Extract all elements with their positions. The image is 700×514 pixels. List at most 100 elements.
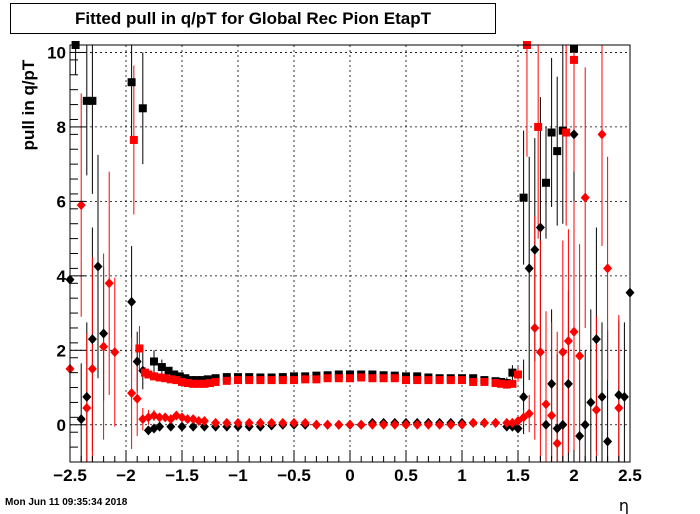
- data-point-square: [127, 78, 136, 87]
- data-point-square: [497, 379, 506, 388]
- data-point-diamond: [155, 412, 165, 423]
- data-point-diamond: [580, 419, 590, 430]
- data-point-square: [312, 375, 321, 384]
- data-point-diamond: [267, 417, 277, 428]
- data-point-square: [519, 193, 528, 202]
- data-point-square: [222, 376, 231, 385]
- x-tick-label: 0: [345, 466, 354, 485]
- data-point-diamond: [255, 417, 265, 428]
- data-point-square: [435, 376, 444, 385]
- y-tick-labels: 0 2 4 6 8 10: [47, 43, 66, 434]
- data-point-diamond: [222, 417, 232, 428]
- data-point-diamond: [603, 436, 613, 447]
- data-point-square: [88, 96, 97, 105]
- y-tick-label: 8: [57, 118, 66, 137]
- data-point-square: [129, 135, 138, 144]
- data-point-diamond: [289, 417, 299, 428]
- data-point-square: [157, 363, 166, 372]
- x-tick-label: −1: [228, 466, 247, 485]
- data-point-diamond: [547, 378, 557, 389]
- data-point-diamond: [82, 391, 92, 402]
- x-tick-label: 2: [569, 466, 578, 485]
- data-point-square: [562, 128, 571, 137]
- data-point-square: [379, 374, 388, 383]
- data-point-diamond: [177, 421, 187, 432]
- y-tick-label: 0: [57, 416, 66, 435]
- data-point-diamond: [558, 419, 568, 430]
- data-point-diamond: [524, 408, 534, 419]
- data-point-square: [206, 379, 214, 388]
- y-tick-label: 2: [57, 341, 66, 360]
- y-tick-label: 6: [57, 192, 66, 211]
- data-point-diamond: [597, 391, 607, 402]
- data-point-diamond: [457, 419, 467, 430]
- data-point-square: [164, 366, 173, 375]
- data-point-square: [368, 374, 377, 383]
- data-point-square: [267, 376, 276, 385]
- data-point-square: [144, 370, 153, 379]
- data-point-diamond: [199, 421, 209, 432]
- data-point-diamond: [446, 419, 456, 430]
- data-point-square: [189, 379, 198, 388]
- data-point-diamond: [519, 391, 529, 402]
- data-point-square: [170, 370, 179, 379]
- x-tick-labels: −2.5 −2 −1.5 −1 −0.5 0 0.5 1 1.5 2 2.5: [53, 466, 642, 485]
- data-point-diamond: [127, 388, 137, 399]
- data-point-square: [458, 376, 466, 385]
- data-point-diamond: [132, 393, 142, 404]
- data-point-diamond: [552, 438, 562, 449]
- data-point-diamond: [563, 335, 573, 346]
- chart-title-box: Fitted pull in q/pT for Global Rec Pion …: [10, 3, 496, 34]
- x-tick-label: −1.5: [165, 466, 199, 485]
- data-point-diamond: [423, 419, 433, 430]
- data-point-diamond: [563, 378, 573, 389]
- data-point-diamond: [535, 347, 545, 358]
- data-point-diamond: [535, 222, 545, 233]
- x-tick-label: −0.5: [277, 466, 311, 485]
- data-point-square: [514, 370, 522, 379]
- data-point-square: [178, 377, 186, 386]
- data-point-diamond: [619, 391, 629, 402]
- data-point-diamond: [575, 350, 585, 361]
- y-axis-title: pull in q/pT: [19, 59, 38, 150]
- data-point-square: [234, 376, 242, 385]
- data-point-square: [570, 44, 578, 53]
- data-point-square: [82, 96, 91, 105]
- data-point-diamond: [412, 419, 422, 430]
- data-point-diamond: [278, 417, 288, 428]
- data-point-square: [138, 104, 147, 113]
- data-point-square: [534, 122, 543, 131]
- data-point-square: [469, 377, 478, 386]
- data-point-diamond: [569, 326, 579, 337]
- data-point-diamond: [580, 192, 590, 203]
- data-point-diamond: [558, 347, 568, 358]
- data-point-diamond: [435, 419, 445, 430]
- data-point-diamond: [547, 410, 557, 421]
- x-tick-label: 2.5: [618, 466, 642, 485]
- data-point-diamond: [244, 417, 254, 428]
- data-point-diamond: [530, 322, 540, 333]
- data-point-diamond: [188, 421, 198, 432]
- data-point-diamond: [233, 417, 243, 428]
- data-point-square: [278, 376, 287, 385]
- data-point-diamond: [513, 423, 523, 434]
- axis-ticks: [69, 51, 631, 463]
- data-point-square: [155, 373, 164, 382]
- data-point-diamond: [569, 129, 579, 140]
- data-point-diamond: [87, 334, 97, 345]
- data-point-square: [424, 376, 433, 385]
- data-point-diamond: [591, 334, 601, 345]
- data-point-diamond: [468, 417, 478, 428]
- timestamp: Mon Jun 11 09:35:34 2018: [5, 497, 128, 508]
- data-point-square: [150, 372, 158, 381]
- data-point-square: [446, 376, 455, 385]
- data-point-diamond: [390, 419, 400, 430]
- data-point-square: [547, 128, 556, 137]
- data-point-square: [183, 379, 192, 388]
- data-point-square: [245, 376, 254, 385]
- data-point-square: [508, 368, 517, 377]
- y-tick-label: 10: [47, 43, 66, 62]
- data-point-diamond: [166, 421, 176, 432]
- chart-title: Fitted pull in q/pT for Global Rec Pion …: [74, 8, 432, 28]
- data-point-diamond: [379, 419, 389, 430]
